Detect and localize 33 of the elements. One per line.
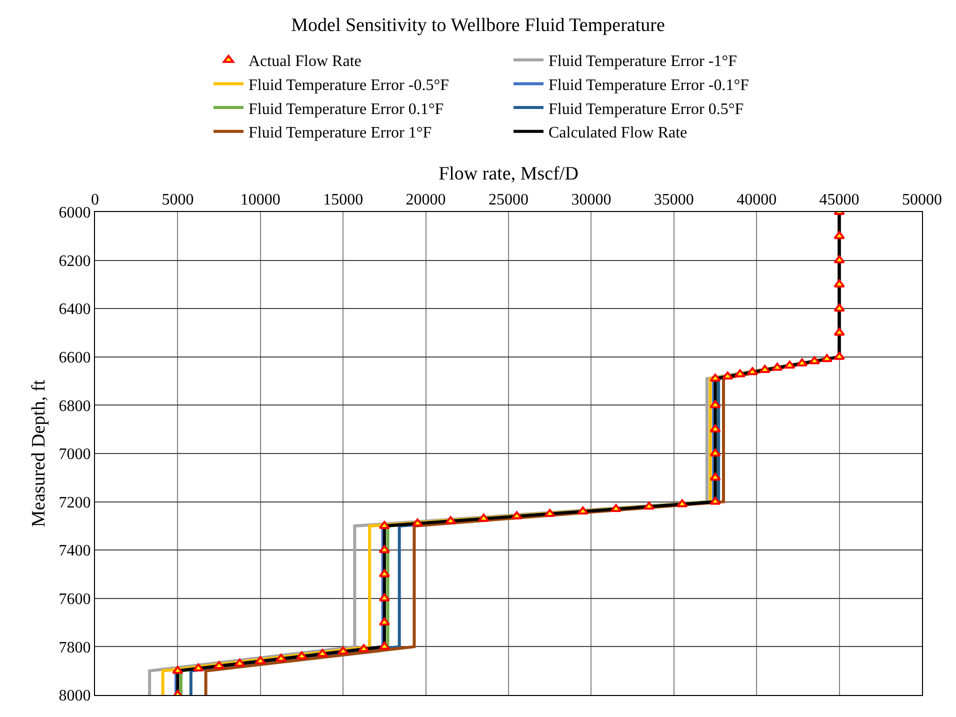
y-tick-label: 7400 bbox=[58, 542, 91, 560]
legend-label: Fluid Temperature Error -0.1°F bbox=[548, 76, 750, 94]
x-tick-label: 30000 bbox=[571, 192, 612, 209]
y-tick-label: 7800 bbox=[58, 639, 91, 656]
x-tick-label: 40000 bbox=[736, 192, 777, 209]
y-tick-label: 7200 bbox=[58, 494, 91, 512]
legend-label: Fluid Temperature Error 1°F bbox=[248, 124, 432, 142]
x-axis-title: Flow rate, Mscf/D bbox=[438, 163, 578, 184]
legend-label: Actual Flow Rate bbox=[248, 53, 362, 70]
x-tick-label: 45000 bbox=[819, 192, 860, 209]
x-tick-label: 35000 bbox=[654, 192, 694, 209]
y-tick-label: 6800 bbox=[58, 398, 91, 415]
y-tick-label: 6400 bbox=[58, 301, 91, 318]
legend-label: Fluid Temperature Error -0.5°F bbox=[248, 76, 450, 94]
y-tick-label: 6600 bbox=[58, 350, 91, 366]
x-tick-label: 50000 bbox=[902, 192, 942, 209]
legend-label: Fluid Temperature Error -1°F bbox=[548, 53, 738, 70]
chart-title: Model Sensitivity to Wellbore Fluid Temperature bbox=[291, 15, 665, 36]
y-tick-label: 8000 bbox=[58, 688, 91, 705]
legend-label: Fluid Temperature Error 0.1°F bbox=[248, 100, 444, 118]
x-tick-label: 0 bbox=[91, 192, 99, 209]
y-tick-label: 6000 bbox=[58, 204, 91, 222]
y-tick-label: 7600 bbox=[58, 591, 91, 608]
y-axis-title: Measured Depth, ft bbox=[28, 379, 50, 528]
legend-label: Calculated Flow Rate bbox=[548, 124, 688, 142]
x-tick-label: 5000 bbox=[162, 192, 194, 209]
x-tick-label: 10000 bbox=[240, 192, 280, 209]
x-tick-label: 20000 bbox=[406, 192, 446, 209]
y-tick-label: 7000 bbox=[58, 446, 91, 464]
x-tick-label: 15000 bbox=[323, 192, 364, 209]
x-tick-label: 25000 bbox=[488, 192, 528, 209]
legend-label: Fluid Temperature Error 0.5°F bbox=[548, 100, 744, 118]
y-tick-label: 6200 bbox=[58, 252, 91, 270]
